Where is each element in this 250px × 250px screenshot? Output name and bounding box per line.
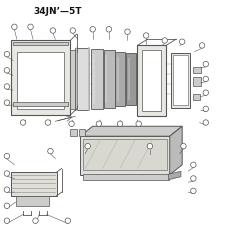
Circle shape bbox=[191, 162, 196, 168]
Circle shape bbox=[4, 171, 10, 176]
Circle shape bbox=[181, 144, 186, 149]
Circle shape bbox=[48, 148, 53, 154]
Circle shape bbox=[96, 121, 102, 126]
Circle shape bbox=[4, 153, 10, 159]
Circle shape bbox=[20, 120, 26, 125]
Circle shape bbox=[4, 203, 10, 208]
Bar bbox=[171, 53, 190, 108]
Circle shape bbox=[125, 29, 130, 34]
Bar bbox=[70, 50, 76, 109]
Polygon shape bbox=[168, 171, 181, 180]
Polygon shape bbox=[80, 126, 182, 136]
Circle shape bbox=[203, 90, 208, 96]
Bar bbox=[11, 40, 70, 115]
Bar bbox=[173, 56, 188, 105]
Circle shape bbox=[70, 28, 75, 33]
Circle shape bbox=[28, 24, 33, 30]
Bar bbox=[83, 174, 168, 180]
Circle shape bbox=[4, 100, 10, 105]
Circle shape bbox=[106, 26, 112, 32]
Bar bbox=[17, 52, 64, 109]
Bar bbox=[11, 172, 57, 196]
Bar bbox=[104, 50, 115, 108]
Circle shape bbox=[4, 84, 10, 89]
Bar bbox=[75, 48, 89, 110]
Circle shape bbox=[4, 218, 10, 224]
Circle shape bbox=[45, 120, 51, 125]
Circle shape bbox=[203, 76, 208, 82]
Bar bbox=[13, 42, 68, 45]
Circle shape bbox=[4, 187, 10, 192]
Circle shape bbox=[90, 26, 96, 32]
Circle shape bbox=[50, 28, 56, 33]
Circle shape bbox=[33, 218, 38, 224]
Circle shape bbox=[144, 33, 149, 38]
Circle shape bbox=[162, 38, 168, 43]
Circle shape bbox=[136, 121, 141, 126]
Circle shape bbox=[191, 188, 196, 194]
Text: 34JN’—5T: 34JN’—5T bbox=[33, 7, 82, 16]
Circle shape bbox=[203, 106, 208, 112]
Circle shape bbox=[117, 121, 123, 126]
Polygon shape bbox=[170, 126, 182, 175]
Bar bbox=[13, 102, 68, 106]
Bar bbox=[193, 66, 201, 73]
Circle shape bbox=[4, 68, 10, 73]
Bar bbox=[115, 52, 125, 106]
Bar bbox=[83, 139, 167, 170]
Circle shape bbox=[147, 144, 152, 149]
Circle shape bbox=[191, 176, 196, 181]
Circle shape bbox=[12, 24, 17, 30]
Bar bbox=[193, 94, 200, 100]
Bar bbox=[92, 49, 103, 109]
Circle shape bbox=[180, 39, 185, 44]
Bar bbox=[142, 50, 161, 111]
Circle shape bbox=[85, 144, 90, 149]
Bar bbox=[126, 53, 136, 105]
Bar bbox=[16, 196, 49, 206]
Bar bbox=[138, 46, 166, 116]
Circle shape bbox=[4, 52, 10, 57]
Bar bbox=[193, 76, 201, 86]
Circle shape bbox=[65, 218, 70, 224]
Bar bbox=[70, 129, 76, 136]
Circle shape bbox=[203, 61, 208, 67]
Bar bbox=[79, 129, 85, 136]
Circle shape bbox=[199, 43, 205, 48]
Circle shape bbox=[69, 121, 74, 126]
Bar bbox=[80, 136, 170, 175]
Circle shape bbox=[203, 120, 208, 125]
